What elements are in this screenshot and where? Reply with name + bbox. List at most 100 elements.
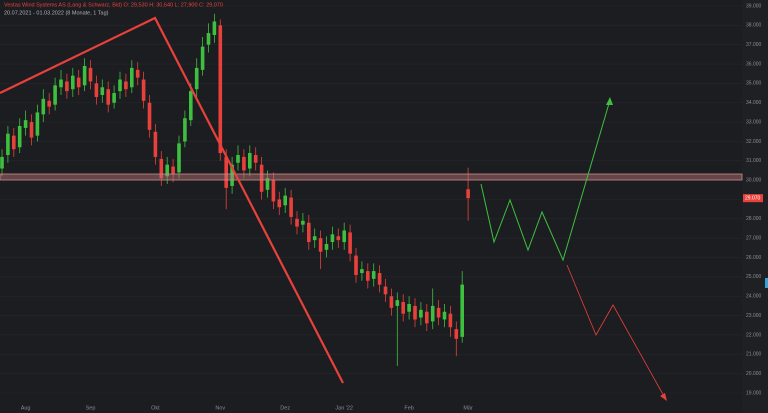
candle-body: [224, 156, 228, 188]
x-tick-label: Jan '22: [335, 405, 353, 411]
candle-body: [218, 25, 223, 154]
candle-body: [265, 178, 270, 190]
candle-body: [183, 118, 187, 142]
candle-body: [253, 154, 258, 163]
y-tick-label: 19.000: [746, 390, 762, 396]
candle-body: [88, 67, 93, 82]
candle-body: [76, 77, 81, 88]
candle-body: [307, 222, 311, 243]
candle-body: [360, 269, 364, 274]
candle-body: [130, 67, 134, 88]
y-tick-label: 26.000: [746, 255, 762, 261]
x-tick-label: Aug: [21, 405, 31, 411]
candle-body: [366, 271, 370, 281]
price-axis: [742, 0, 768, 413]
candle-body: [336, 236, 341, 241]
candle-body: [454, 329, 459, 339]
candle-body: [419, 309, 423, 318]
y-tick-label: 25.000: [746, 274, 762, 280]
candle-body: [0, 156, 4, 169]
candle-body: [41, 98, 46, 115]
last-price-label: 29.070: [745, 195, 761, 201]
candle-body: [377, 273, 382, 285]
candle-body: [65, 81, 69, 92]
candle-body: [153, 131, 158, 157]
candle-body: [35, 112, 40, 136]
candle-body: [425, 311, 429, 324]
candle-body: [159, 158, 164, 179]
y-tick-label: 20.000: [746, 371, 762, 377]
candle-body: [395, 300, 400, 306]
candle-body: [259, 164, 264, 192]
candle-body: [436, 307, 441, 318]
candle-body: [371, 271, 376, 279]
candle-body: [430, 305, 435, 322]
candle-body: [312, 236, 317, 241]
x-tick-label: Okt: [151, 405, 160, 411]
scroll-marker: [765, 278, 768, 288]
x-tick-label: Sep: [86, 405, 96, 411]
candle-body: [189, 91, 193, 121]
candle-body: [324, 244, 329, 250]
x-tick-label: Nov: [215, 405, 225, 411]
y-tick-label: 38.000: [746, 23, 762, 29]
y-tick-label: 30.000: [746, 177, 762, 183]
candle-body: [100, 87, 105, 96]
candle-body: [206, 33, 211, 45]
candle-body: [271, 180, 276, 202]
candle-body: [442, 311, 447, 320]
y-tick-label: 35.000: [746, 81, 762, 87]
y-tick-label: 28.000: [746, 216, 762, 222]
candle-body: [413, 305, 417, 320]
candle-body: [17, 125, 22, 148]
candle-body: [277, 199, 282, 208]
candle-body: [401, 302, 405, 314]
chart-title: Vestas Wind Systems AS (Lang & Schwarz, …: [4, 2, 223, 8]
candle-body: [147, 102, 152, 130]
candle-body: [59, 79, 63, 88]
candle-body: [177, 143, 181, 173]
candle-body: [106, 89, 110, 105]
drawings: [0, 16, 768, 401]
candle-body: [12, 135, 16, 150]
candle-body: [94, 83, 99, 97]
candle-body: [171, 166, 175, 175]
candle-body: [348, 232, 352, 254]
y-tick-label: 34.000: [746, 100, 762, 106]
candle-body: [47, 100, 51, 107]
y-tick-label: 27.000: [746, 236, 762, 242]
y-tick-label: 37.000: [746, 42, 762, 48]
y-tick-label: 31.000: [746, 158, 762, 164]
arrow-head: [606, 97, 613, 105]
bull-projection: [480, 99, 611, 262]
candle-body: [330, 234, 335, 243]
candle-body: [23, 120, 28, 128]
candle-body: [112, 93, 116, 103]
candle-body: [194, 67, 199, 90]
chart-subtitle: 20.07.2021 - 01.03.2022 (8 Monate, 1 Tag…: [4, 10, 109, 16]
y-tick-label: 23.000: [746, 313, 762, 319]
candle-body: [460, 284, 464, 337]
candles: [0, 13, 470, 366]
last-price-box: [743, 194, 763, 203]
candle-body: [342, 230, 346, 243]
candle-body: [289, 197, 293, 217]
candle-body: [118, 79, 122, 92]
candle-body: [71, 75, 75, 90]
grid: [0, 5, 742, 394]
candle-body: [448, 313, 453, 328]
x-tick-label: Dez: [280, 405, 290, 411]
y-tick-label: 33.000: [746, 119, 762, 125]
x-tick-label: Feb: [404, 405, 413, 411]
candle-body: [135, 69, 140, 78]
y-tick-label: 21.000: [746, 352, 762, 358]
resistance-band: [0, 173, 743, 181]
candle-body: [53, 85, 57, 105]
arrow-head: [660, 393, 667, 401]
y-tick-label: 22.000: [746, 332, 762, 338]
candle-body: [141, 79, 146, 101]
candle-body: [165, 164, 169, 177]
candle-body: [6, 133, 10, 155]
